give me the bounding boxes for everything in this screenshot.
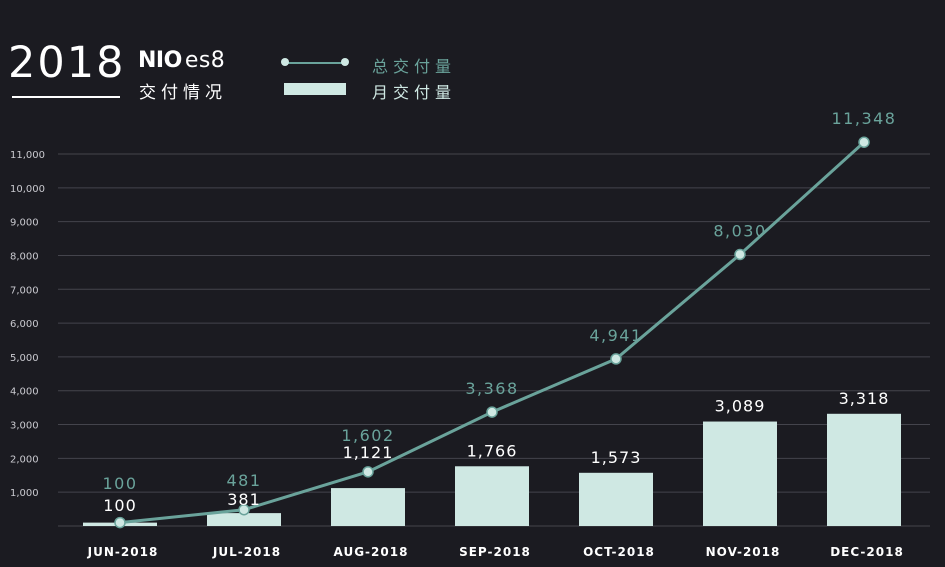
x-category-label-sep-2018: SEP-2018 xyxy=(459,545,531,559)
x-category-label-oct-2018: OCT-2018 xyxy=(583,545,655,559)
line-point-dec-2018 xyxy=(858,136,870,148)
bar-label-oct-2018: 1,573 xyxy=(591,448,642,467)
bar-label-nov-2018: 3,089 xyxy=(715,397,766,416)
bar-label-sep-2018: 1,766 xyxy=(467,441,518,460)
x-category-label-jun-2018: JUN-2018 xyxy=(87,545,159,559)
chart-subtitle: 交付情况 xyxy=(139,83,227,103)
y-tick-label-7000: 7,000 xyxy=(10,285,39,296)
y-tick-label-4000: 4,000 xyxy=(10,387,39,398)
bar-aug-2018 xyxy=(331,488,405,526)
y-tick-label-3000: 3,000 xyxy=(10,421,39,432)
bar-label-aug-2018: 1,121 xyxy=(343,443,394,462)
bar-nov-2018 xyxy=(703,421,777,526)
x-category-label-nov-2018: NOV-2018 xyxy=(706,545,781,559)
line-label-aug-2018: 1,602 xyxy=(341,426,394,445)
bar-jul-2018 xyxy=(207,513,281,526)
brand-nio: NIO xyxy=(138,48,182,73)
legend-line-dot-left xyxy=(281,58,289,66)
bar-label-dec-2018: 3,318 xyxy=(839,389,890,408)
bar-sep-2018 xyxy=(455,466,529,526)
bar-dec-2018 xyxy=(827,413,901,526)
bar-label-jun-2018: 100 xyxy=(103,496,137,515)
line-point-aug-2018 xyxy=(362,466,374,478)
line-point-oct-2018 xyxy=(610,353,622,365)
line-point-nov-2018 xyxy=(734,248,746,261)
line-label-sep-2018: 3,368 xyxy=(465,379,518,398)
y-tick-label-2000: 2,000 xyxy=(10,454,39,465)
y-tick-label-5000: 5,000 xyxy=(10,353,39,364)
bar-oct-2018 xyxy=(579,472,653,526)
y-tick-label-9000: 9,000 xyxy=(10,218,39,229)
line-point-sep-2018 xyxy=(486,406,498,418)
line-label-oct-2018: 4,941 xyxy=(589,326,642,345)
brand-logo: NIO es8 xyxy=(138,50,225,72)
legend-line-swatch xyxy=(284,62,346,64)
legend-line-dot-right xyxy=(341,58,349,66)
year-underline xyxy=(12,96,120,98)
line-label-jul-2018: 481 xyxy=(226,471,261,490)
line-point-jun-2018 xyxy=(114,516,126,529)
bar-label-jul-2018: 381 xyxy=(227,490,261,509)
year-title: 2018 xyxy=(8,38,126,88)
y-tick-label-11000: 11,000 xyxy=(10,150,45,161)
y-tick-label-8000: 8,000 xyxy=(10,251,39,262)
y-tick-label-10000: 10,000 xyxy=(10,184,45,195)
line-label-dec-2018: 11,348 xyxy=(832,109,897,128)
legend-label-monthly: 月交付量 xyxy=(372,83,457,102)
legend-label-cumulative: 总交付量 xyxy=(372,57,457,76)
x-category-label-aug-2018: AUG-2018 xyxy=(334,545,409,559)
y-tick-label-6000: 6,000 xyxy=(10,319,39,330)
y-tick-label-1000: 1,000 xyxy=(10,488,39,499)
x-category-label-jul-2018: JUL-2018 xyxy=(212,545,281,559)
legend-bar-swatch xyxy=(284,83,346,95)
line-label-jun-2018: 100 xyxy=(102,474,137,493)
brand-model: es8 xyxy=(184,48,226,73)
line-point-jul-2018 xyxy=(238,503,250,516)
line-label-nov-2018: 8,030 xyxy=(713,221,766,240)
x-category-label-dec-2018: DEC-2018 xyxy=(830,545,904,559)
